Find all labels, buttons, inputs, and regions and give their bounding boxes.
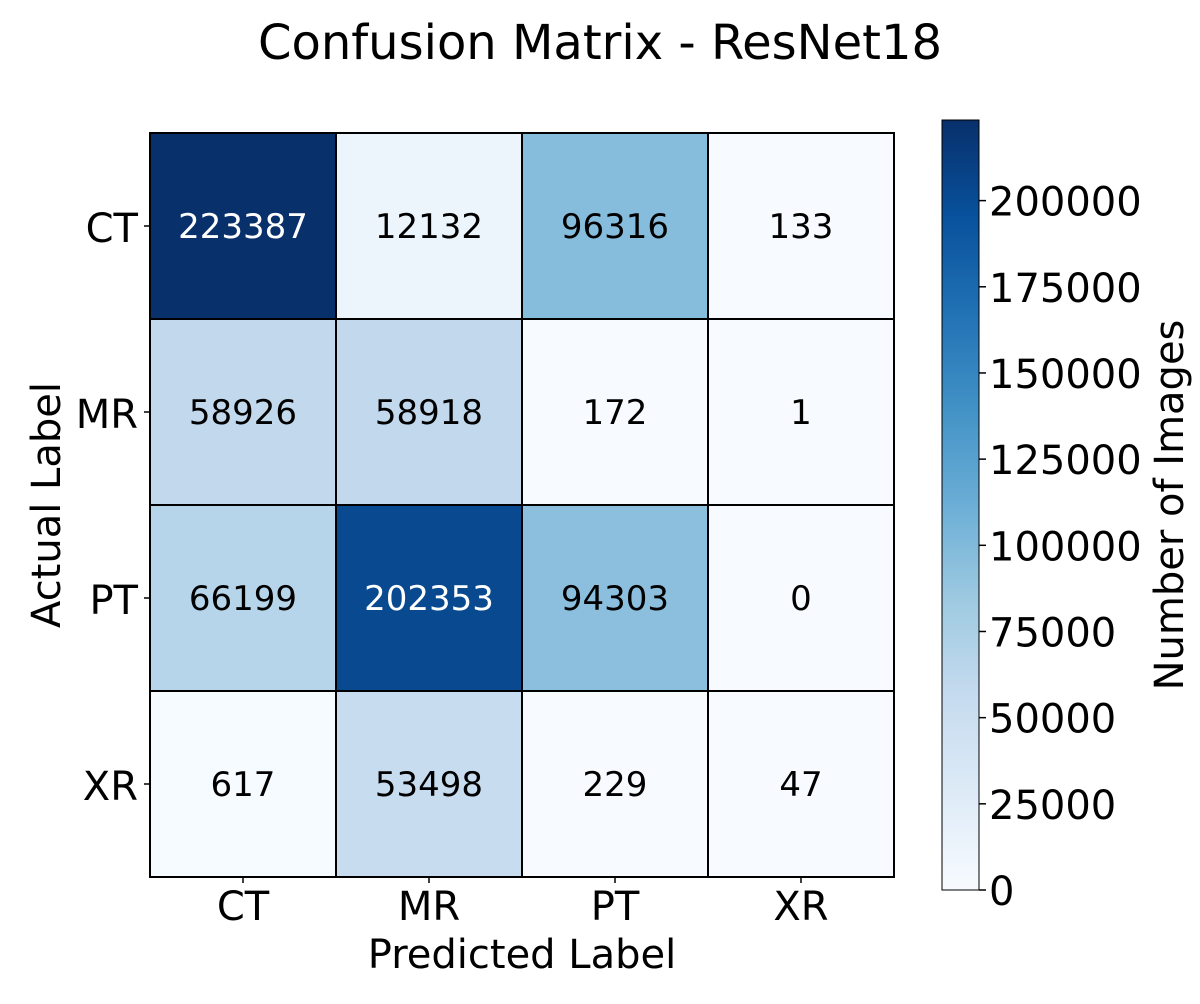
cell-value-label: 172 — [583, 393, 648, 433]
colorbar-tick-label: 0 — [989, 869, 1014, 915]
y-tick-label: MR — [76, 392, 138, 438]
heatmap-cell-xr-ct — [149, 690, 337, 878]
cell-value-label: 94303 — [561, 579, 669, 619]
colorbar — [941, 119, 980, 891]
cell-value-label: 223387 — [178, 207, 308, 247]
x-tick-label: MR — [398, 884, 460, 930]
colorbar-tick-label: 75000 — [989, 610, 1116, 656]
heatmap-cell-ct-xr — [707, 132, 895, 320]
cell-value-label: 617 — [211, 765, 276, 805]
heatmap-cell-pt-mr — [335, 504, 523, 692]
colorbar-tick-label: 50000 — [989, 697, 1116, 743]
y-tick-label: XR — [83, 764, 138, 810]
heatmap-cell-ct-pt — [521, 132, 709, 320]
heatmap-cells — [149, 132, 895, 878]
y-axis-label: Actual Label — [24, 382, 70, 628]
heatmap-cell-ct-mr — [335, 132, 523, 320]
heatmap-cell-mr-mr — [335, 318, 523, 506]
cell-value-label: 1 — [790, 393, 812, 433]
cell-value-label: 96316 — [561, 207, 669, 247]
y-axis-ticks: CT MR PT XR — [76, 206, 150, 810]
cell-value-label: 229 — [583, 765, 648, 805]
cell-value-label: 202353 — [364, 579, 494, 619]
heatmap-cell-xr-xr — [707, 690, 895, 878]
heatmap-cell-xr-mr — [335, 690, 523, 878]
x-tick-label: CT — [217, 884, 270, 930]
cell-value-label: 47 — [779, 765, 822, 805]
cell-value-label: 0 — [790, 579, 812, 619]
cell-value-label: 58918 — [375, 393, 483, 433]
colorbar-tick-label: 100000 — [989, 524, 1142, 570]
cell-value-label: 133 — [769, 207, 834, 247]
colorbar-ticks: 0 25000 50000 75000 100000 125000 150000 175000… — [979, 180, 1142, 915]
colorbar-label: Number of Images — [1147, 320, 1193, 691]
heatmap-cell-mr-xr — [707, 318, 895, 506]
colorbar-tick-label: 25000 — [989, 783, 1116, 829]
chart-title: Confusion Matrix - ResNet18 — [258, 15, 942, 71]
x-tick-label: XR — [773, 884, 828, 930]
x-axis-label: Predicted Label — [368, 932, 676, 978]
cell-value-label: 66199 — [189, 579, 297, 619]
y-tick-label: CT — [86, 206, 139, 252]
colorbar-tick-label: 125000 — [989, 438, 1142, 484]
cell-value-label: 53498 — [375, 765, 483, 805]
colorbar-tick-label: 150000 — [989, 352, 1142, 398]
heatmap-cell-ct-ct — [149, 132, 337, 320]
y-tick-label: PT — [89, 578, 138, 624]
colorbar-tick-label: 175000 — [989, 266, 1142, 312]
heatmap-cell-xr-pt — [521, 690, 709, 878]
x-tick-label: PT — [591, 884, 640, 930]
cell-value-label: 58926 — [189, 393, 297, 433]
heatmap-cell-pt-xr — [707, 504, 895, 692]
heatmap-cell-mr-ct — [149, 318, 337, 506]
colorbar-tick-label: 200000 — [989, 180, 1142, 226]
cell-value-label: 12132 — [375, 207, 483, 247]
heatmap-cell-labels: 223387 12132 96316 133 58926 58918 172 1 66199 20… — [178, 207, 833, 805]
x-axis-ticks: CT MR PT XR — [217, 877, 829, 930]
